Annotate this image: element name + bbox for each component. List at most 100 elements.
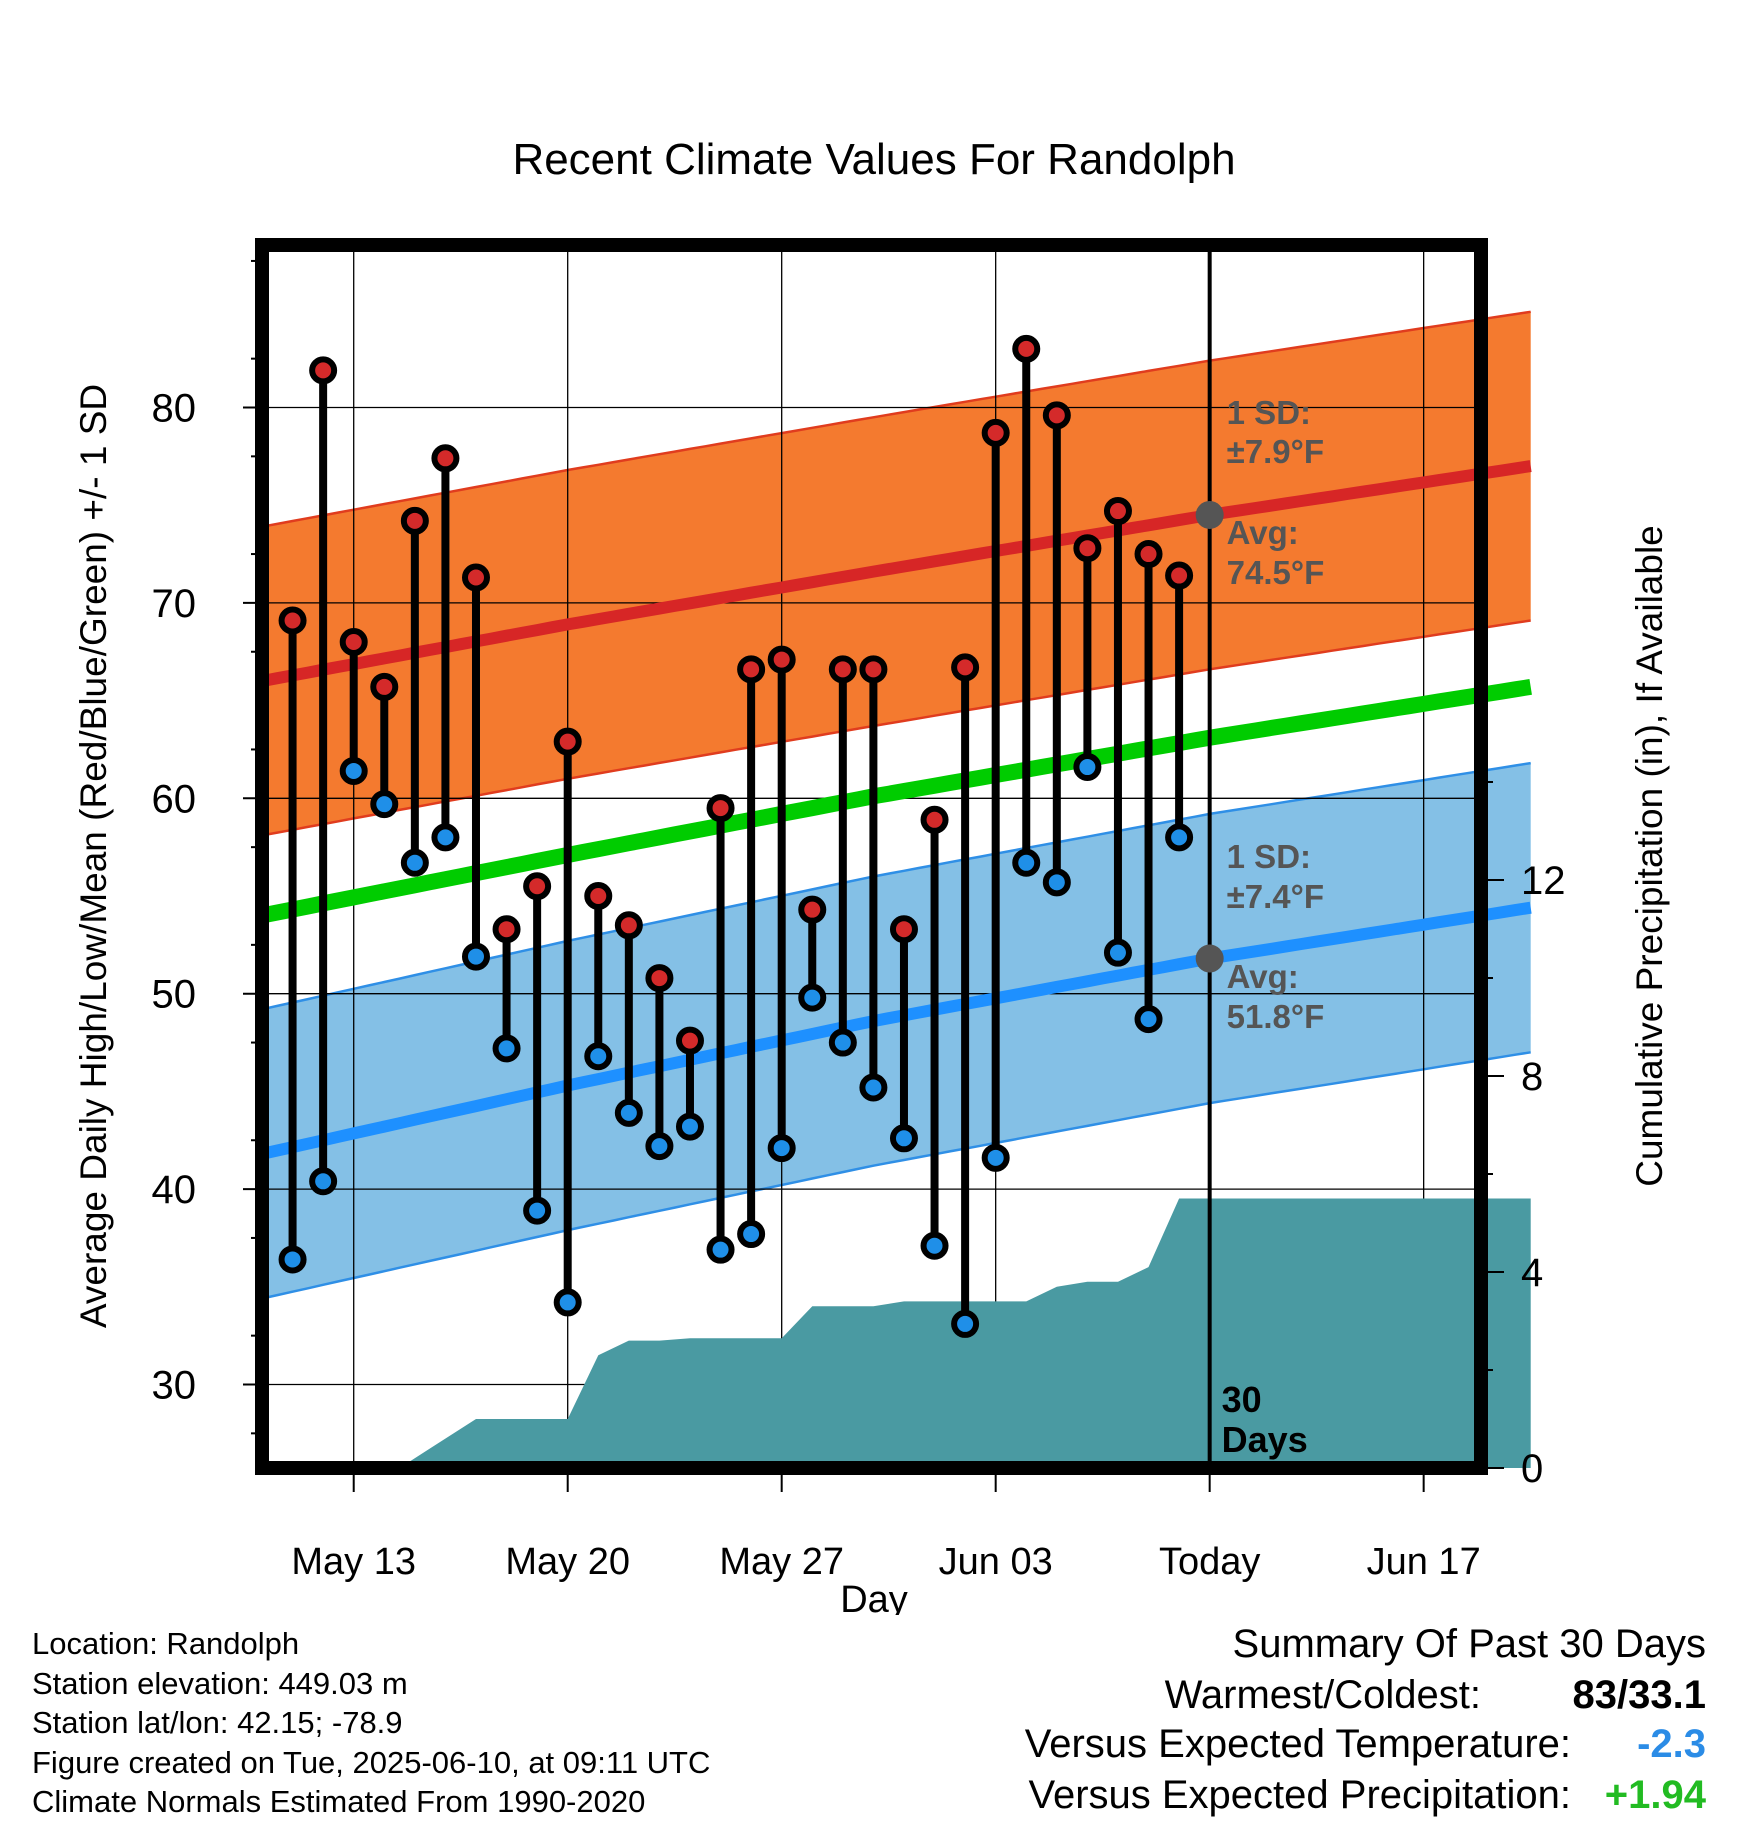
daily-high-point: [614, 911, 643, 940]
daily-high-point: [584, 882, 613, 910]
today-low-avg-marker: [1195, 944, 1224, 973]
today-high-avg-marker: [1195, 500, 1224, 529]
y2-tick-label: 4: [1521, 1251, 1543, 1295]
daily-high-point: [706, 794, 735, 823]
daily-high-point: [492, 915, 521, 944]
daily-high-point: [889, 915, 918, 944]
plot-frame: [255, 238, 1488, 1475]
x-tick-label: May 27: [719, 1541, 844, 1583]
daily-low-point: [951, 1309, 980, 1338]
daily-low-point: [1042, 868, 1071, 897]
summary-temp-value: -2.3: [1637, 1722, 1706, 1766]
daily-high-point: [400, 506, 429, 535]
x-tick-label: May 13: [291, 1541, 416, 1583]
daily-low-point: [614, 1098, 643, 1127]
daily-high-point: [645, 964, 674, 993]
daily-high-point: [1042, 401, 1071, 430]
low-avg-value: 51.8°F: [1227, 998, 1325, 1035]
daily-high-point: [523, 872, 552, 901]
high-avg-label: Avg:: [1227, 514, 1299, 551]
high-sd-value: ±7.9°F: [1227, 433, 1324, 470]
daily-high-point: [278, 606, 307, 635]
daily-high-point: [767, 645, 796, 674]
daily-low-point: [889, 1124, 918, 1153]
station-info: Location: Randolph Station elevation: 44…: [32, 1624, 710, 1822]
y-tick-label: 40: [152, 1168, 197, 1212]
today-days-number: 30: [1222, 1379, 1262, 1420]
daily-high-point: [370, 672, 399, 701]
x-tick-label: Jun 17: [1367, 1541, 1481, 1583]
y-tick-label: 30: [152, 1364, 197, 1408]
latlon-text: Station lat/lon: 42.15; -78.9: [32, 1705, 403, 1740]
daily-low-point: [492, 1034, 521, 1063]
daily-high-point: [339, 627, 368, 656]
y-tick-label: 50: [152, 973, 197, 1017]
daily-high-point: [798, 895, 827, 924]
daily-low-point: [675, 1112, 704, 1141]
x-tick-label: Jun 03: [939, 1541, 1053, 1583]
x-tick-label: May 20: [505, 1541, 630, 1583]
summary-title: Summary Of Past 30 Days: [1232, 1622, 1706, 1666]
location-text: Location: Randolph: [32, 1626, 300, 1661]
daily-high-point: [309, 356, 338, 385]
daily-low-point: [798, 983, 827, 1012]
daily-low-point: [1103, 938, 1132, 967]
daily-low-point: [339, 756, 368, 785]
elevation-text: Station elevation: 449.03 m: [32, 1665, 408, 1701]
daily-low-point: [370, 790, 399, 819]
today-days-label: Days: [1222, 1419, 1308, 1460]
daily-high-point: [675, 1026, 704, 1055]
low-sd-lower-edge: [261, 1051, 1531, 1300]
low-sd-band: [262, 763, 1531, 1299]
normal-low-line: [260, 901, 1532, 1160]
daily-high-point: [1073, 534, 1102, 563]
summary-temp-label: Versus Expected Temperature:: [1024, 1722, 1571, 1766]
y2-tick-label: 12: [1521, 859, 1566, 903]
daily-low-point: [309, 1167, 338, 1196]
daily-low-point: [1012, 848, 1041, 877]
high-sd-upper-edge: [261, 310, 1531, 528]
low-sd-label: 1 SD:: [1227, 838, 1311, 875]
high-avg-value: 74.5°F: [1227, 554, 1325, 591]
y2-tick-label: 8: [1521, 1055, 1543, 1099]
y2-tick-label: 0: [1521, 1447, 1543, 1491]
daily-low-point: [1134, 1005, 1163, 1034]
daily-high-point: [951, 653, 980, 682]
daily-high-point: [859, 655, 888, 684]
high-sd-label: 1 SD:: [1227, 394, 1311, 431]
summary-precip-value: +1.94: [1604, 1773, 1706, 1817]
daily-low-point: [737, 1220, 766, 1249]
daily-low-point: [553, 1288, 582, 1317]
daily-low-point: [706, 1235, 735, 1264]
daily-low-point: [828, 1028, 857, 1057]
y2-axis-label: Cumulative Precipitation (in), If Availa…: [1629, 525, 1670, 1187]
y-tick-label: 60: [152, 777, 197, 821]
daily-low-point: [400, 848, 429, 877]
daily-high-point: [920, 805, 949, 834]
daily-high-point: [431, 444, 460, 473]
daily-high-point: [737, 655, 766, 684]
daily-low-point: [584, 1042, 613, 1071]
normals-text: Climate Normals Estimated From 1990-2020: [32, 1784, 646, 1819]
daily-low-point: [523, 1196, 552, 1225]
chart-title: Recent Climate Values For Randolph: [512, 135, 1235, 184]
climate-chart: Recent Climate Values For Randolph 1 SD:…: [73, 135, 1670, 1615]
summary-warmest-value: 83/33.1: [1572, 1673, 1706, 1717]
daily-low-point: [767, 1134, 796, 1163]
summary-precip-label: Versus Expected Precipitation:: [1028, 1773, 1571, 1817]
daily-high-point: [1103, 497, 1132, 526]
y-axis-label: Average Daily High/Low/Mean (Red/Blue/Gr…: [73, 384, 114, 1328]
x-tick-label: Today: [1159, 1541, 1260, 1583]
daily-high-point: [981, 418, 1010, 447]
x-axis-label: Day: [840, 1579, 908, 1615]
y-tick-label: 70: [152, 582, 197, 626]
daily-high-point: [1165, 561, 1194, 590]
summary-warmest-label: Warmest/Coldest:: [1164, 1673, 1481, 1717]
daily-low-point: [461, 942, 490, 971]
daily-low-point: [1165, 823, 1194, 852]
created-text: Figure created on Tue, 2025-06-10, at 09…: [32, 1744, 711, 1780]
daily-low-point: [645, 1132, 674, 1161]
daily-low-point: [920, 1231, 949, 1260]
daily-high-point: [1134, 540, 1163, 569]
